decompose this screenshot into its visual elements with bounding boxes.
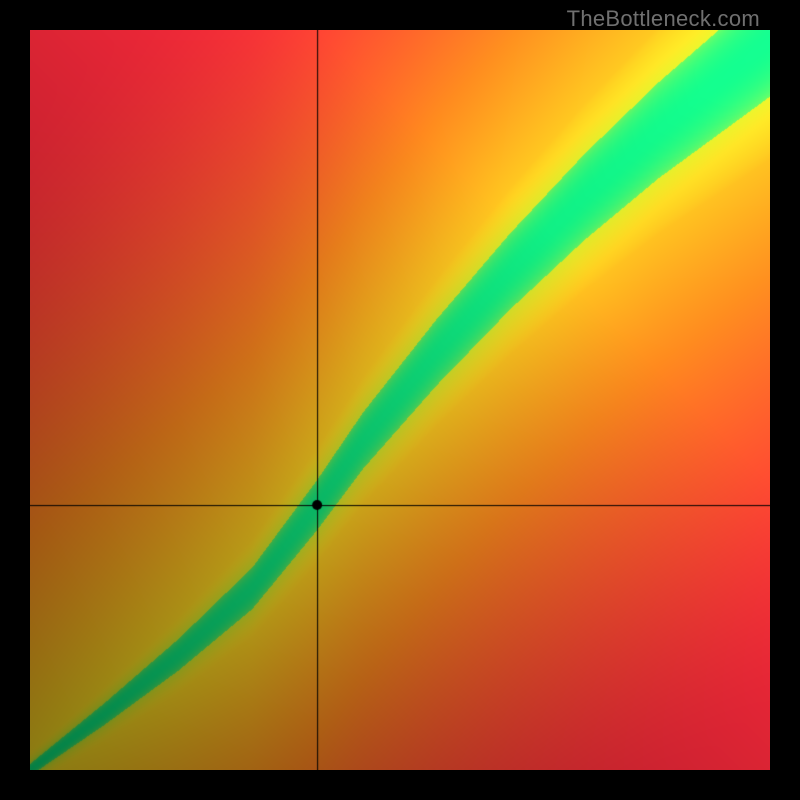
chart-container: TheBottleneck.com: [0, 0, 800, 800]
heatmap-canvas: [30, 30, 770, 770]
watermark-text: TheBottleneck.com: [567, 6, 760, 32]
